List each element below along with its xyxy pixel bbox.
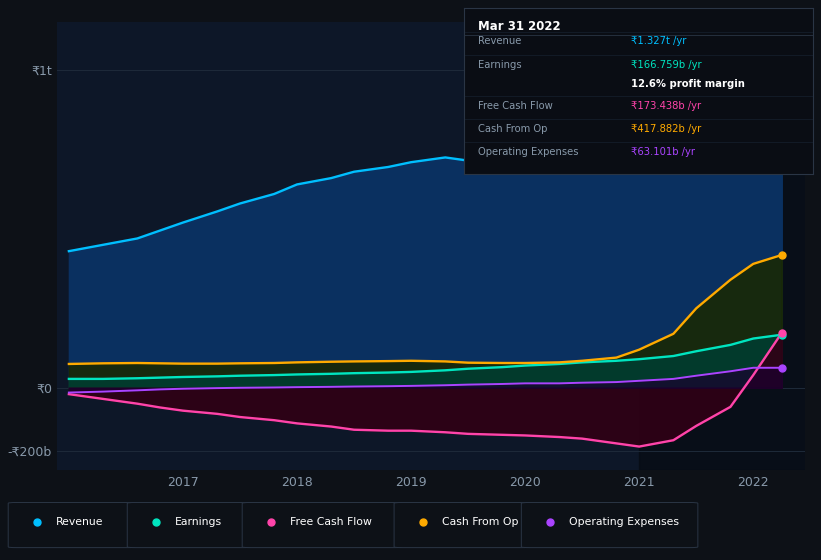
Text: Revenue: Revenue [56,517,103,527]
Text: ₹417.882b /yr: ₹417.882b /yr [631,124,702,134]
FancyBboxPatch shape [127,502,250,548]
Text: Free Cash Flow: Free Cash Flow [290,517,372,527]
Bar [640,22,821,470]
Text: Cash From Op: Cash From Op [478,124,548,134]
Text: Earnings: Earnings [175,517,222,527]
Text: Free Cash Flow: Free Cash Flow [478,101,553,111]
Text: ₹166.759b /yr: ₹166.759b /yr [631,59,702,69]
Text: Earnings: Earnings [478,59,521,69]
FancyBboxPatch shape [8,502,135,548]
Text: Operating Expenses: Operating Expenses [569,517,679,527]
FancyBboxPatch shape [242,502,402,548]
Text: Cash From Op: Cash From Op [442,517,518,527]
Text: Revenue: Revenue [478,36,521,46]
Text: ₹63.101b /yr: ₹63.101b /yr [631,147,695,157]
FancyBboxPatch shape [521,502,698,548]
Text: 12.6% profit margin: 12.6% profit margin [631,80,745,90]
Text: Mar 31 2022: Mar 31 2022 [478,20,561,33]
Text: ₹1.327t /yr: ₹1.327t /yr [631,36,686,46]
Text: Operating Expenses: Operating Expenses [478,147,578,157]
Text: ₹173.438b /yr: ₹173.438b /yr [631,101,701,111]
FancyBboxPatch shape [394,502,530,548]
